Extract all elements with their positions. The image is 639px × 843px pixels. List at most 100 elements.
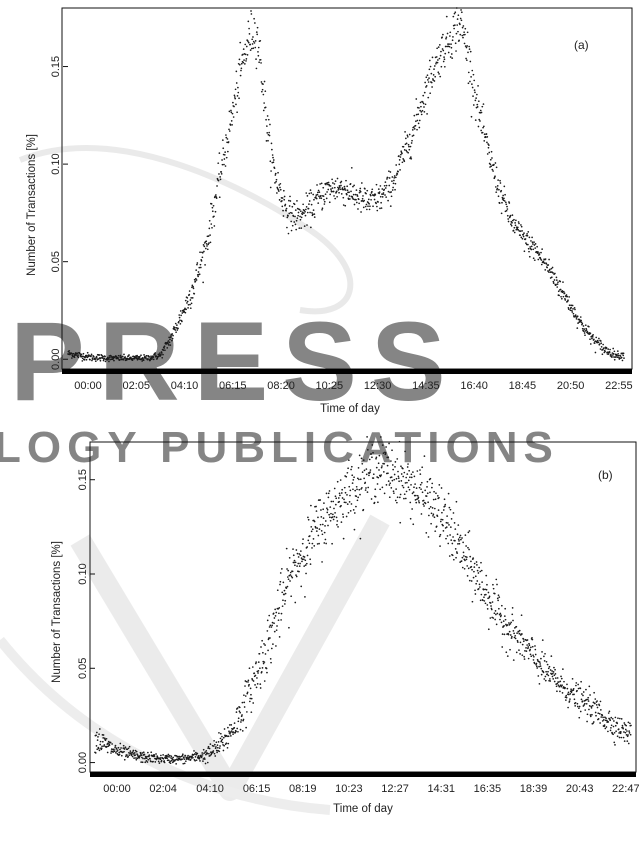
data-point bbox=[114, 744, 117, 747]
data-point bbox=[523, 232, 525, 234]
data-point bbox=[226, 138, 229, 140]
data-point bbox=[482, 125, 485, 128]
data-point bbox=[101, 745, 103, 748]
data-point bbox=[589, 343, 592, 345]
data-point bbox=[204, 264, 206, 266]
data-point bbox=[336, 520, 339, 522]
data-point bbox=[583, 332, 586, 334]
data-point bbox=[201, 251, 204, 254]
data-point bbox=[96, 739, 99, 741]
data-point bbox=[269, 123, 271, 126]
data-point bbox=[149, 758, 151, 760]
data-point bbox=[408, 145, 410, 148]
data-point bbox=[610, 353, 612, 356]
data-point bbox=[405, 476, 408, 479]
data-point bbox=[368, 208, 371, 211]
data-point bbox=[524, 238, 527, 240]
data-point bbox=[318, 191, 321, 193]
data-point bbox=[131, 359, 134, 362]
data-point bbox=[251, 666, 254, 668]
data-point bbox=[462, 541, 464, 544]
data-point bbox=[528, 236, 531, 239]
data-point bbox=[580, 321, 583, 324]
data-point bbox=[336, 195, 338, 198]
data-point bbox=[385, 184, 388, 187]
data-point bbox=[507, 633, 510, 636]
data-point bbox=[222, 749, 225, 752]
data-point bbox=[179, 322, 182, 325]
data-point bbox=[600, 345, 603, 348]
data-point bbox=[349, 182, 352, 185]
data-point bbox=[454, 11, 457, 14]
data-point bbox=[607, 712, 610, 714]
data-point bbox=[377, 501, 379, 504]
data-point bbox=[147, 358, 149, 360]
data-point bbox=[513, 226, 516, 229]
data-point bbox=[240, 721, 242, 723]
data-point bbox=[521, 654, 524, 657]
data-point bbox=[279, 186, 281, 189]
data-point bbox=[519, 641, 522, 644]
data-point bbox=[571, 309, 573, 312]
data-point bbox=[140, 754, 143, 757]
data-point bbox=[269, 160, 272, 163]
data-point bbox=[107, 745, 110, 748]
data-point bbox=[462, 551, 465, 554]
data-point bbox=[257, 54, 260, 57]
data-point bbox=[146, 761, 149, 763]
data-point bbox=[464, 45, 467, 47]
data-point bbox=[176, 329, 179, 331]
data-point bbox=[617, 352, 620, 355]
data-point bbox=[296, 199, 298, 202]
data-point bbox=[455, 556, 457, 559]
data-point bbox=[317, 189, 320, 192]
data-point bbox=[103, 744, 106, 746]
data-point bbox=[315, 196, 317, 198]
data-point bbox=[406, 134, 409, 137]
data-point bbox=[381, 196, 384, 198]
data-point bbox=[252, 40, 255, 43]
data-point bbox=[490, 165, 493, 168]
data-point bbox=[455, 50, 457, 52]
x-axis-band-b bbox=[90, 772, 636, 777]
data-point bbox=[191, 297, 194, 299]
data-point bbox=[279, 188, 282, 191]
data-point bbox=[527, 247, 530, 250]
data-point bbox=[540, 263, 543, 266]
data-point bbox=[429, 92, 432, 95]
data-point bbox=[607, 730, 609, 733]
data-point bbox=[385, 484, 388, 486]
data-point bbox=[256, 26, 259, 29]
data-point bbox=[292, 548, 294, 550]
data-point bbox=[139, 754, 141, 757]
data-point bbox=[71, 357, 73, 359]
data-point bbox=[390, 487, 393, 489]
data-point bbox=[123, 750, 125, 753]
data-point bbox=[509, 214, 512, 217]
data-point bbox=[244, 695, 247, 697]
data-point bbox=[133, 752, 136, 754]
data-point bbox=[194, 277, 197, 280]
data-point bbox=[289, 195, 291, 198]
data-point bbox=[322, 517, 325, 519]
data-point bbox=[231, 728, 234, 731]
data-point bbox=[442, 524, 444, 527]
data-point bbox=[389, 482, 392, 485]
data-point bbox=[238, 710, 241, 713]
data-point bbox=[358, 202, 360, 205]
x-tick-label: 14:35 bbox=[412, 380, 440, 392]
data-point bbox=[353, 528, 356, 531]
data-point bbox=[585, 329, 588, 331]
data-point bbox=[267, 139, 269, 142]
data-point bbox=[534, 243, 537, 245]
data-point bbox=[483, 596, 485, 599]
data-point bbox=[534, 648, 537, 651]
data-point bbox=[486, 604, 489, 606]
data-point bbox=[306, 194, 309, 197]
data-point bbox=[554, 272, 556, 275]
x-tick-label: 04:10 bbox=[171, 380, 199, 392]
data-point bbox=[118, 359, 121, 361]
data-point bbox=[449, 526, 452, 528]
data-point bbox=[352, 185, 354, 188]
data-point bbox=[490, 150, 493, 153]
